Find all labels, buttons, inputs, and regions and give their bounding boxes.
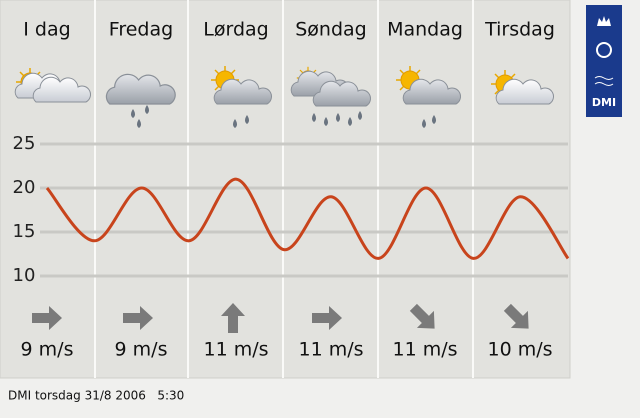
day-label: Lørdag (203, 19, 268, 41)
wind-label: 11 m/s (203, 339, 268, 361)
y-tick-label: 25 (13, 133, 36, 154)
day-label: Søndag (295, 19, 367, 41)
logo-emblem (594, 16, 614, 86)
day-label: Mandag (387, 19, 463, 41)
wind-label: 9 m/s (115, 339, 168, 361)
y-tick-label: 20 (13, 177, 36, 198)
wind-label: 11 m/s (392, 339, 457, 361)
temperature-line (45, 177, 570, 260)
day-label: Fredag (109, 19, 173, 41)
footer: DMI torsdag 31/8 2006 5:30 (8, 389, 184, 403)
wind-label: 9 m/s (21, 339, 74, 361)
wind-label: 10 m/s (487, 339, 552, 361)
day-label: Tirsdag (484, 19, 555, 41)
y-tick-label: 10 (13, 265, 36, 286)
wind-label: 11 m/s (298, 339, 363, 361)
y-tick-label: 15 (13, 221, 36, 242)
day-label: I dag (23, 19, 70, 41)
logo-text: DMI (592, 96, 616, 109)
